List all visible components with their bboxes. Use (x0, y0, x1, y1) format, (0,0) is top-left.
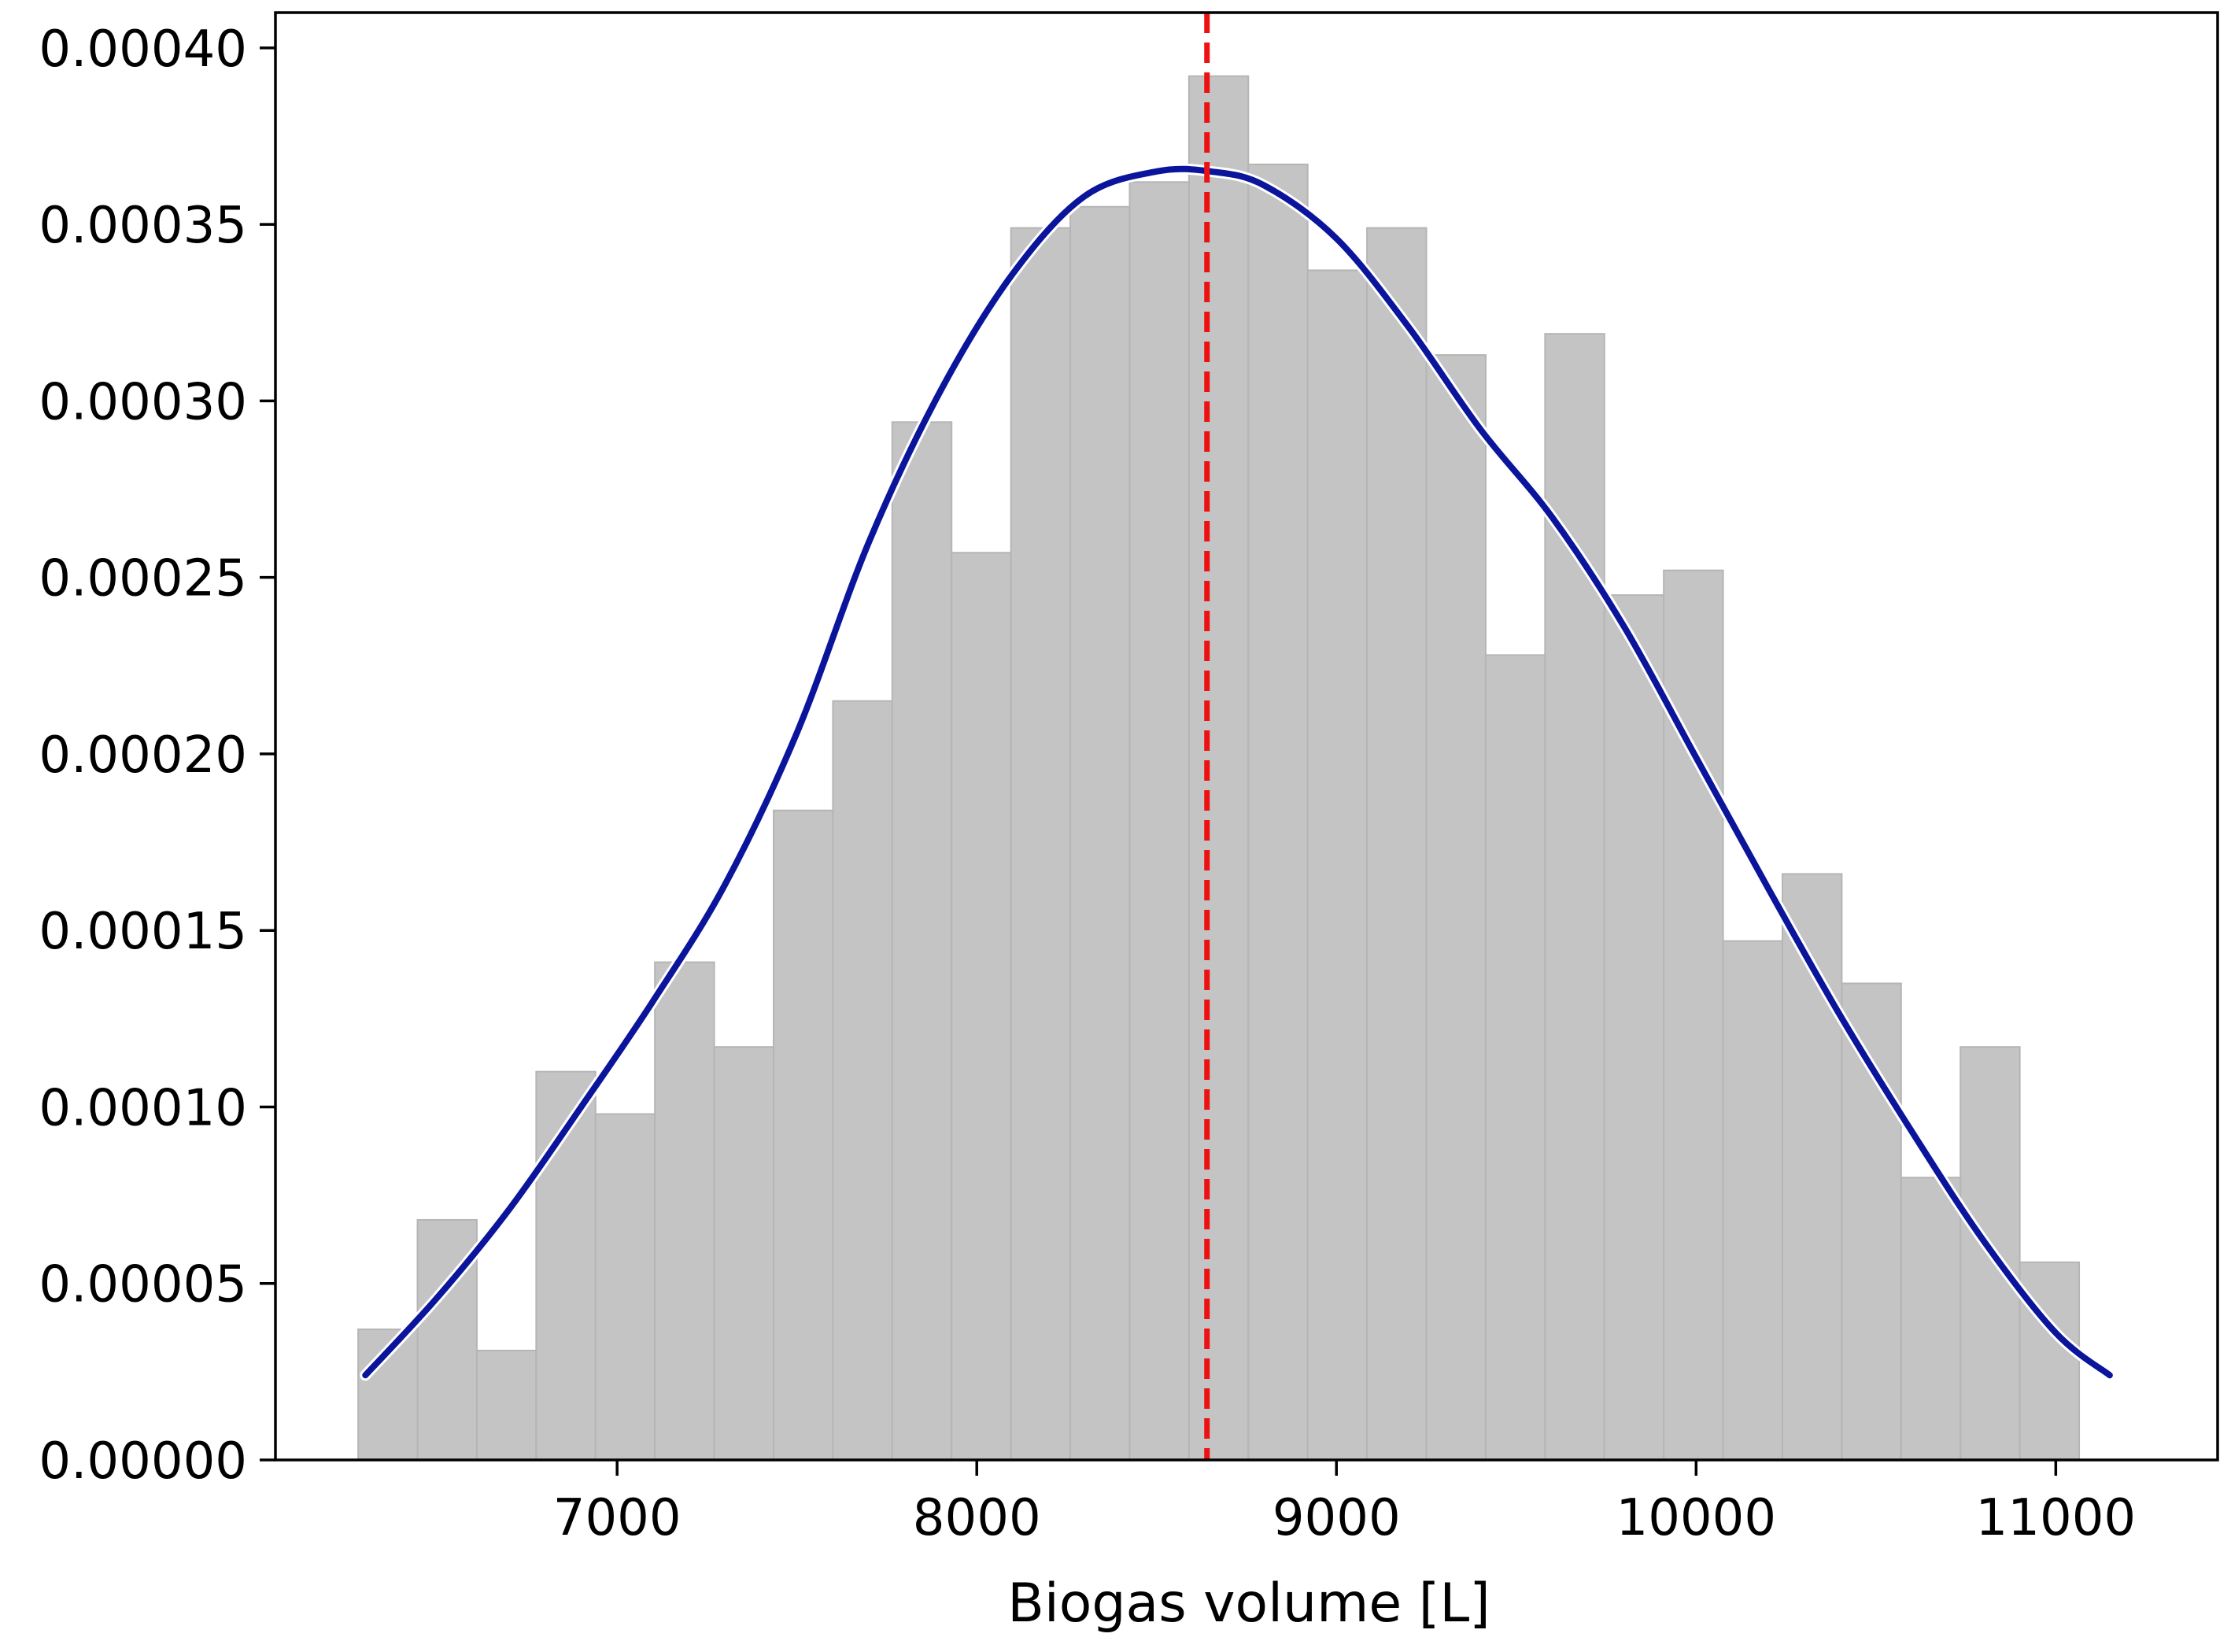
histogram-bar (772, 809, 834, 1461)
histogram-bar (1900, 1177, 1962, 1462)
y-tick-label: 0.00020 (39, 726, 247, 785)
histogram-bar (1247, 163, 1309, 1461)
histogram-bar (2019, 1261, 2081, 1461)
histogram-bar (1484, 654, 1546, 1461)
histogram-bar (1544, 333, 1605, 1461)
histogram-bar (1722, 940, 1783, 1461)
x-axis-label: Biogas volume [L] (1007, 1573, 1490, 1635)
histogram-bar (1603, 594, 1665, 1462)
histogram-bar (1425, 354, 1487, 1462)
y-tick-label: 0.00040 (39, 20, 247, 79)
histogram-bar (951, 552, 1012, 1461)
histogram-bar (1841, 982, 1902, 1461)
x-tick-label: 10000 (1616, 1489, 1776, 1547)
y-tick-label: 0.00015 (39, 903, 247, 961)
histogram-bar (1366, 227, 1428, 1462)
y-tick-label: 0.00030 (39, 373, 247, 431)
x-axis-ticks: 7000 8000 9000 10000 11000 (553, 1460, 2136, 1547)
histogram-bar (1188, 75, 1250, 1462)
histogram-bar (832, 700, 893, 1461)
x-tick-label: 11000 (1976, 1489, 2137, 1547)
y-tick-label: 0.00010 (39, 1079, 247, 1137)
axes (274, 11, 2219, 1462)
histogram-bar (475, 1349, 537, 1461)
x-tick-label: 9000 (1272, 1489, 1401, 1547)
y-axis-ticks: 0.00000 0.00005 0.00010 0.00015 0.00020 0.000… (39, 20, 275, 1491)
histogram-bar (713, 1046, 774, 1461)
plot-frame (274, 11, 2219, 1462)
x-tick-label: 7000 (553, 1489, 681, 1547)
y-tick-label: 0.00000 (39, 1432, 247, 1491)
histogram-bar (1010, 227, 1072, 1462)
histogram-bar (1069, 205, 1131, 1462)
y-tick-label: 0.00025 (39, 550, 247, 608)
y-tick-label: 0.00035 (39, 197, 247, 255)
histogram-bars (357, 75, 2081, 1462)
histogram-bar (594, 1113, 656, 1462)
histogram-bar (1128, 181, 1190, 1461)
x-tick-label: 8000 (913, 1489, 1041, 1547)
histogram-bar (654, 961, 715, 1461)
histogram-bar (1306, 269, 1369, 1461)
kde-curve (362, 165, 2113, 1379)
histogram-bar (891, 421, 953, 1461)
kde-curve-layer (360, 163, 2115, 1381)
y-tick-label: 0.00005 (39, 1256, 247, 1314)
